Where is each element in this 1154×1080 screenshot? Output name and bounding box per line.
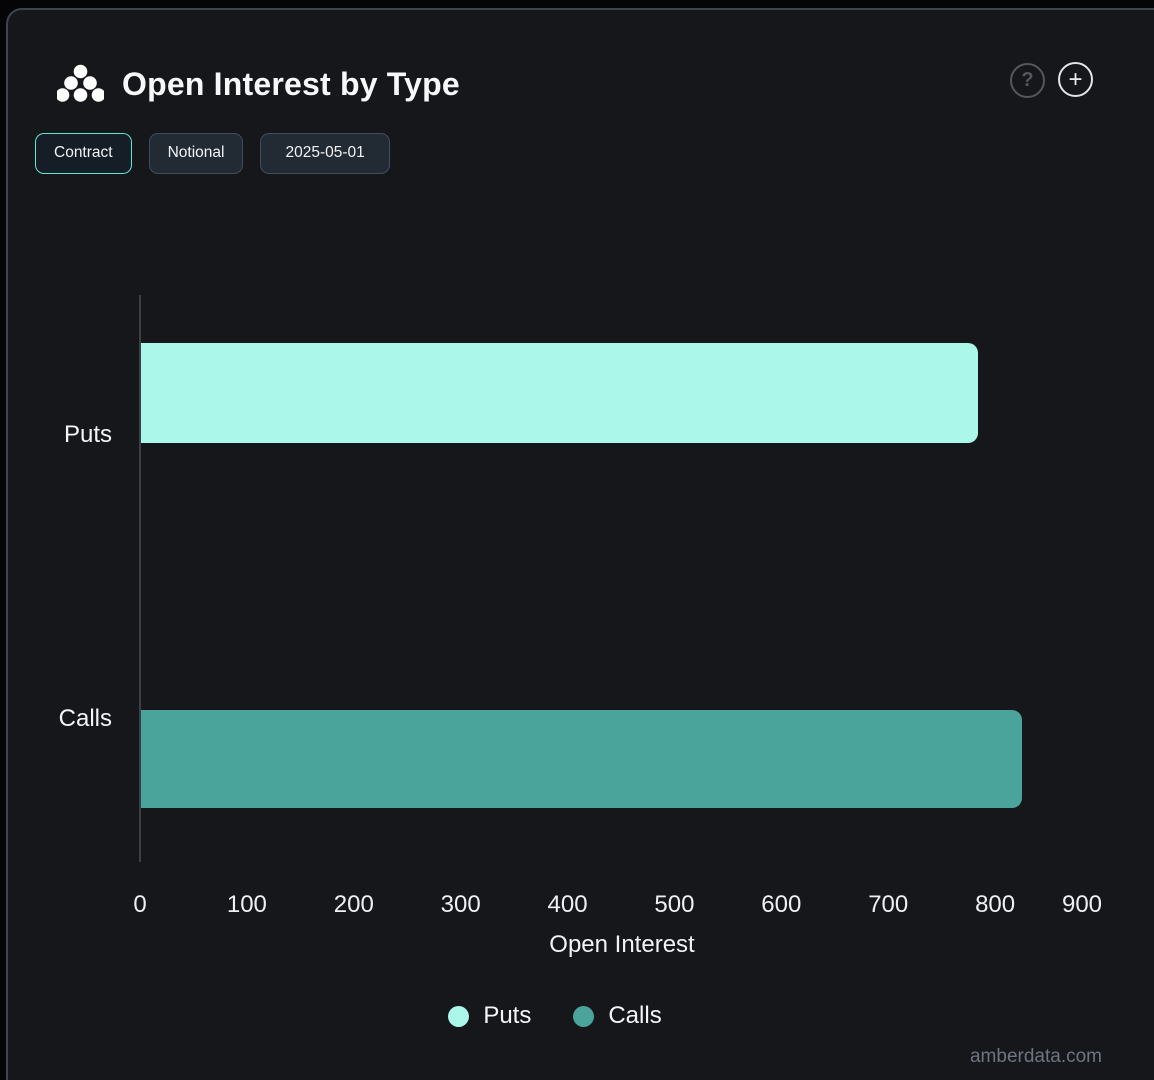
legend-dot-icon [573,1005,595,1027]
notional-toggle-button[interactable]: Notional [148,133,244,174]
toolbar: Contract Notional 2025-05-01 [35,133,390,174]
x-tick-label: 400 [547,891,588,918]
date-selector-button[interactable]: 2025-05-01 [260,133,390,174]
x-tick-label: 100 [226,891,267,918]
amberdata-logo-icon [57,64,104,102]
legend-dot-icon [448,1005,470,1027]
x-tick-label: 700 [868,891,909,918]
y-category-label-calls: Calls [58,705,112,732]
x-tick-label: 800 [975,891,1016,918]
x-tick-label: 500 [654,891,695,918]
x-tick-label: 0 [133,891,147,918]
y-axis-line [139,295,141,862]
x-axis-title: Open Interest [549,931,695,958]
legend-item-calls[interactable]: Calls [573,1002,662,1030]
legend-label: Calls [608,1002,662,1029]
plus-icon: + [1068,65,1083,93]
x-tick-label: 200 [333,891,374,918]
contract-toggle-button[interactable]: Contract [35,133,132,174]
help-button[interactable]: ? [1010,63,1045,98]
page-title: Open Interest by Type [122,66,460,102]
x-tick-label: 300 [440,891,481,918]
add-button[interactable]: + [1058,62,1093,97]
x-tick-label: 900 [1061,891,1103,918]
bar-puts[interactable] [141,343,978,443]
bar-calls[interactable] [141,710,1022,808]
chart-panel [6,8,1154,1080]
watermark-text: amberdata.com [969,1046,1102,1067]
question-mark-icon: ? [1021,69,1034,91]
legend-label: Puts [483,1002,532,1029]
chart-legend: Puts Calls [0,997,1110,1035]
y-category-label-puts: Puts [63,421,112,448]
legend-item-puts[interactable]: Puts [448,1002,531,1030]
x-tick-label: 600 [761,891,802,918]
